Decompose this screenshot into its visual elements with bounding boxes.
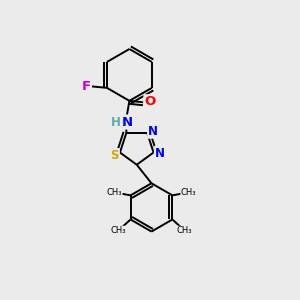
Text: CH₃: CH₃	[110, 226, 126, 235]
Text: N: N	[122, 116, 133, 128]
Text: CH₃: CH₃	[181, 188, 196, 197]
Text: CH₃: CH₃	[106, 188, 122, 197]
Text: S: S	[110, 149, 119, 162]
Text: H: H	[111, 116, 121, 128]
Text: F: F	[82, 80, 91, 93]
Text: O: O	[144, 95, 156, 108]
Text: N: N	[148, 125, 158, 138]
Text: N: N	[155, 147, 165, 160]
Text: CH₃: CH₃	[177, 226, 193, 235]
